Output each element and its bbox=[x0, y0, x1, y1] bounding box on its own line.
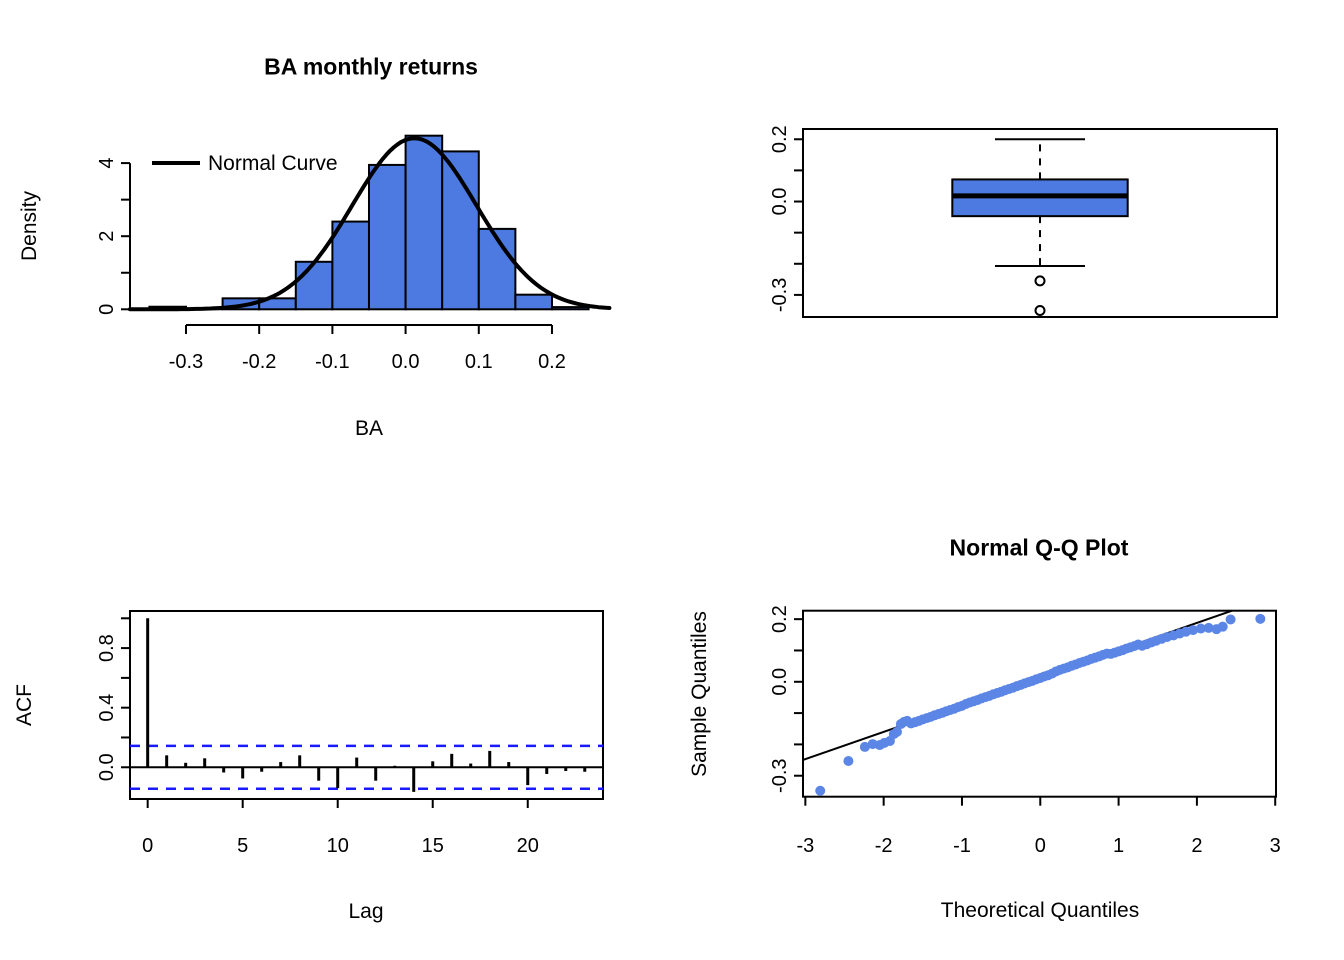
x-tick-label: 2 bbox=[1191, 835, 1202, 857]
histogram-bar bbox=[331, 220, 370, 311]
qq-x-axis-label: Theoretical Quantiles bbox=[940, 899, 1140, 922]
y-tick-label: 0.0 bbox=[769, 668, 791, 696]
y-tick-label: 0.8 bbox=[96, 634, 118, 662]
x-tick-label: 0 bbox=[142, 835, 153, 857]
qq-point bbox=[815, 785, 826, 796]
histogram-plot: 0 2 4 -0.3 -0.2 -0.1 0.0 0.1 0.2 bbox=[96, 134, 612, 373]
y-tick-label: 0.2 bbox=[769, 605, 791, 633]
y-tick-label: 0.2 bbox=[769, 125, 791, 153]
x-tick-label: -2 bbox=[875, 835, 893, 857]
qq-point bbox=[1187, 625, 1198, 636]
plot-frame bbox=[802, 128, 1278, 318]
histogram-bar bbox=[514, 293, 553, 311]
legend-line-swatch bbox=[152, 161, 200, 165]
x-tick-label: 0 bbox=[1035, 835, 1046, 857]
legend-label: Normal Curve bbox=[208, 152, 338, 175]
x-tick-label: 0.2 bbox=[538, 351, 566, 373]
acf-panel: 0.0 0.4 0.8 0 5 10 15 20 ACF Lag bbox=[0, 480, 672, 960]
x-tick-label: -1 bbox=[953, 835, 971, 857]
outlier-point bbox=[1034, 275, 1046, 287]
histogram-panel: 0 2 4 -0.3 -0.2 -0.1 0.0 0.1 0.2 BA monthly retu… bbox=[0, 0, 672, 480]
histogram-bar bbox=[441, 150, 480, 311]
x-tick-label: 0.0 bbox=[392, 351, 420, 373]
y-tick-label: -0.3 bbox=[769, 758, 791, 792]
plot-frame bbox=[802, 609, 1277, 798]
histogram-bar bbox=[550, 306, 590, 311]
histogram-y-axis-label: Density bbox=[18, 190, 41, 262]
outlier-point bbox=[1034, 304, 1046, 316]
qq-point bbox=[1203, 622, 1214, 633]
qq-point bbox=[843, 756, 854, 767]
plot-frame bbox=[129, 610, 604, 800]
y-tick-label: 4 bbox=[96, 158, 118, 169]
x-tick-label: 0.1 bbox=[465, 351, 493, 373]
y-tick-label: 0.0 bbox=[769, 188, 791, 216]
qq-point bbox=[859, 741, 870, 752]
boxplot-panel: 0.2 0.0 -0.3 bbox=[672, 0, 1344, 480]
x-tick-label: 10 bbox=[327, 835, 349, 857]
qq-point bbox=[1225, 614, 1236, 625]
qq-plot: 0.2 0.0 -0.3 -3 -2 -1 0 1 2 3 bbox=[769, 605, 1281, 857]
y-tick-label: -0.3 bbox=[769, 278, 791, 312]
qq-title: Normal Q-Q Plot bbox=[949, 534, 1129, 561]
x-tick-label: -3 bbox=[796, 835, 814, 857]
qq-point bbox=[1217, 621, 1228, 632]
y-tick-label: 0.0 bbox=[96, 753, 118, 781]
histogram-bar bbox=[404, 134, 444, 311]
x-tick-label: 20 bbox=[517, 835, 539, 857]
histogram-bar bbox=[294, 260, 334, 311]
x-tick-label: -0.1 bbox=[315, 351, 349, 373]
x-tick-label: 5 bbox=[237, 835, 248, 857]
x-tick-label: -0.3 bbox=[169, 351, 203, 373]
y-tick-label: 2 bbox=[96, 231, 118, 242]
qq-point bbox=[1255, 613, 1266, 624]
acf-plot: 0.0 0.4 0.8 0 5 10 15 20 bbox=[96, 610, 604, 857]
qq-panel: 0.2 0.0 -0.3 -3 -2 -1 0 1 2 3 Normal Q-Q Plot Sam… bbox=[672, 480, 1344, 960]
normal-curve bbox=[128, 136, 612, 312]
y-tick-label: 0.4 bbox=[96, 694, 118, 722]
histogram-x-axis-label: BA bbox=[354, 417, 384, 440]
acf-y-axis-label: ACF bbox=[13, 684, 36, 726]
qq-point bbox=[891, 726, 902, 737]
x-tick-label: 1 bbox=[1113, 835, 1124, 857]
y-tick-label: 0 bbox=[96, 304, 118, 315]
histogram-bar bbox=[477, 227, 517, 311]
acf-x-axis-label: Lag bbox=[348, 900, 384, 923]
histogram-title: BA monthly returns bbox=[264, 53, 478, 80]
x-tick-label: -0.2 bbox=[242, 351, 276, 373]
histogram-bar bbox=[367, 163, 407, 311]
qq-point bbox=[1195, 623, 1206, 634]
qq-y-axis-label: Sample Quantiles bbox=[688, 611, 711, 777]
x-tick-label: 15 bbox=[422, 835, 444, 857]
boxplot-plot: 0.2 0.0 -0.3 bbox=[769, 125, 1278, 318]
x-tick-label: 3 bbox=[1270, 835, 1281, 857]
